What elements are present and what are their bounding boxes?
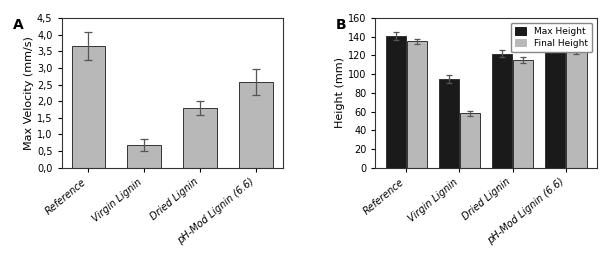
Bar [566, 50, 587, 168]
Bar [460, 114, 480, 168]
Bar [438, 79, 459, 168]
Y-axis label: Max Velocity (mm/s): Max Velocity (mm/s) [24, 36, 34, 150]
Bar [183, 108, 216, 168]
Bar [71, 46, 105, 168]
Legend: Max Height, Final Height: Max Height, Final Height [511, 22, 592, 52]
Bar [492, 54, 512, 168]
Bar [386, 36, 406, 168]
Bar [127, 145, 161, 168]
Bar [513, 60, 533, 168]
Bar [239, 82, 272, 168]
Text: B: B [336, 18, 346, 32]
Y-axis label: Height (mm): Height (mm) [335, 57, 345, 128]
Text: A: A [13, 18, 23, 32]
Bar [545, 39, 565, 168]
Bar [407, 42, 427, 168]
